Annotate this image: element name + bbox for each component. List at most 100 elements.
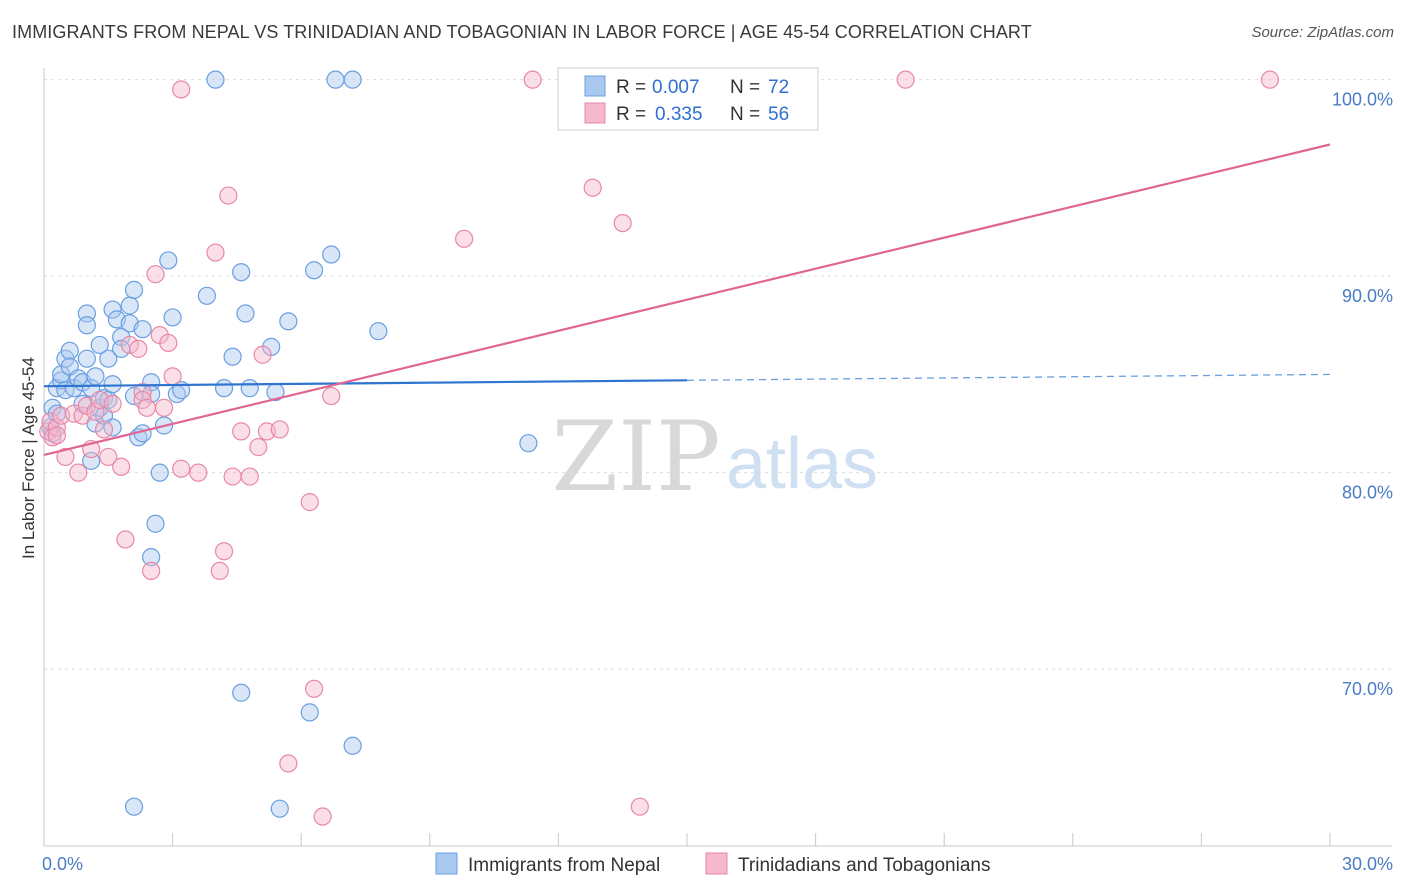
trinidad-point [172,459,191,478]
trinidad-point [322,386,341,406]
trinidad-point [270,420,289,439]
nepal-point [90,335,109,355]
y-tick-label: 100.0% [1332,90,1393,110]
trinidad-point [613,213,632,233]
nepal-point [86,367,105,386]
trinidad-point [120,335,139,355]
watermark-atlas: atlas [726,424,878,504]
nepal-point [223,347,242,366]
trinidad-point [313,807,332,826]
trinidad-point [206,243,225,262]
nepal-point [232,683,251,702]
watermark: ZIP atlas [551,401,878,513]
nepal-point [103,375,122,394]
nepal-point [103,300,122,319]
y-tick-label: 90.0% [1342,286,1393,306]
legend-r-value-trinidad: 0.335 [655,104,703,125]
series-legend: Immigrants from Nepal Trinidadians and T… [435,852,990,876]
nepal-point [124,797,144,816]
trinidad-point [47,418,66,437]
legend-n-label-trinidad: N = [730,104,760,125]
nepal-point [197,286,216,305]
x-tick-label-min: 0.0% [42,854,83,874]
trinidad-point [163,367,182,386]
nepal-point [60,341,79,360]
trinidad-point [454,229,474,248]
trinidad-point [137,398,156,417]
nepal-point [214,379,234,398]
trinidad-point [214,542,234,561]
y-tick-label: 70.0% [1342,679,1393,699]
nepal-point [124,386,144,406]
nepal-point [150,463,169,482]
x-tick-label-max: 30.0% [1342,854,1393,874]
trinidad-point [146,265,165,284]
trinidad-point [99,447,118,467]
nepal-point [159,251,178,270]
nepal-point [369,322,388,341]
trinidad-point [523,70,542,89]
nepal-point [326,70,345,89]
trinidad-point [300,493,319,512]
trinidad-point [47,426,66,445]
trinidad-point [142,561,161,581]
nepal-point [206,70,225,89]
nepal-point [146,514,165,533]
bottom-legend-label-trinidad: Trinidadians and Tobagonians [738,855,990,876]
trinidad-point [189,463,208,482]
trinidad-point [129,339,148,358]
legend-r-label-trinidad: R = [616,104,646,125]
series-trinidad [39,70,1280,826]
trinidad-point [583,178,602,197]
nepal-point [343,70,362,89]
trinidad-point [304,679,324,698]
nepal-point [77,349,96,368]
nepal-trend-extension [686,373,1331,381]
nepal-point [270,799,289,818]
trinidad-point [69,463,88,482]
nepal-point [304,261,324,280]
grid [44,79,1392,670]
chart-title: IMMIGRANTS FROM NEPAL VS TRINIDADIAN AND… [12,22,1032,42]
watermark-zip: ZIP [551,401,720,513]
nepal-point [142,548,161,567]
trinidad-trend-line [43,143,1331,457]
nepal-point [120,296,139,315]
nepal-point [240,379,259,398]
x-tick-labels: 0.0% 30.0% [42,854,1393,874]
bottom-legend-label-nepal: Immigrants from Nepal [468,855,660,876]
nepal-point [343,736,362,755]
nepal-point [279,312,298,331]
trinidad-point [56,447,75,467]
nepal-point [236,304,255,323]
nepal-point [163,308,182,327]
trinidad-point [240,467,259,486]
legend-n-value-nepal: 72 [768,77,789,98]
trinidad-point [94,420,114,439]
nepal-point [124,280,144,300]
y-axis-label: In Labor Force | Age 45-54 [19,357,38,559]
legend-r-label-nepal: R = [616,77,646,98]
trinidad-point [159,333,178,353]
nepal-point [77,316,96,335]
y-tick-label: 80.0% [1342,483,1393,503]
trinidad-point [1260,70,1280,89]
nepal-point [300,703,319,722]
bottom-legend-swatch-nepal [435,852,458,875]
trinidad-point [210,561,229,581]
trinidad-point [896,70,915,89]
nepal-point [232,263,251,282]
nepal-point [519,434,538,453]
stats-legend: R = 0.007 N = 72 R = 0.335 N = 56 [557,67,819,131]
trinidad-point [279,754,298,773]
legend-n-value-trinidad: 56 [768,104,789,125]
nepal-point [99,349,118,368]
trinidad-point [630,797,649,816]
trinidad-point [232,422,251,441]
chart-source: Source: ZipAtlas.com [1251,24,1394,41]
nepal-point [133,320,152,339]
trinidad-point [154,398,174,417]
nepal-trend-line [43,379,688,388]
trinidad-point [172,80,191,99]
